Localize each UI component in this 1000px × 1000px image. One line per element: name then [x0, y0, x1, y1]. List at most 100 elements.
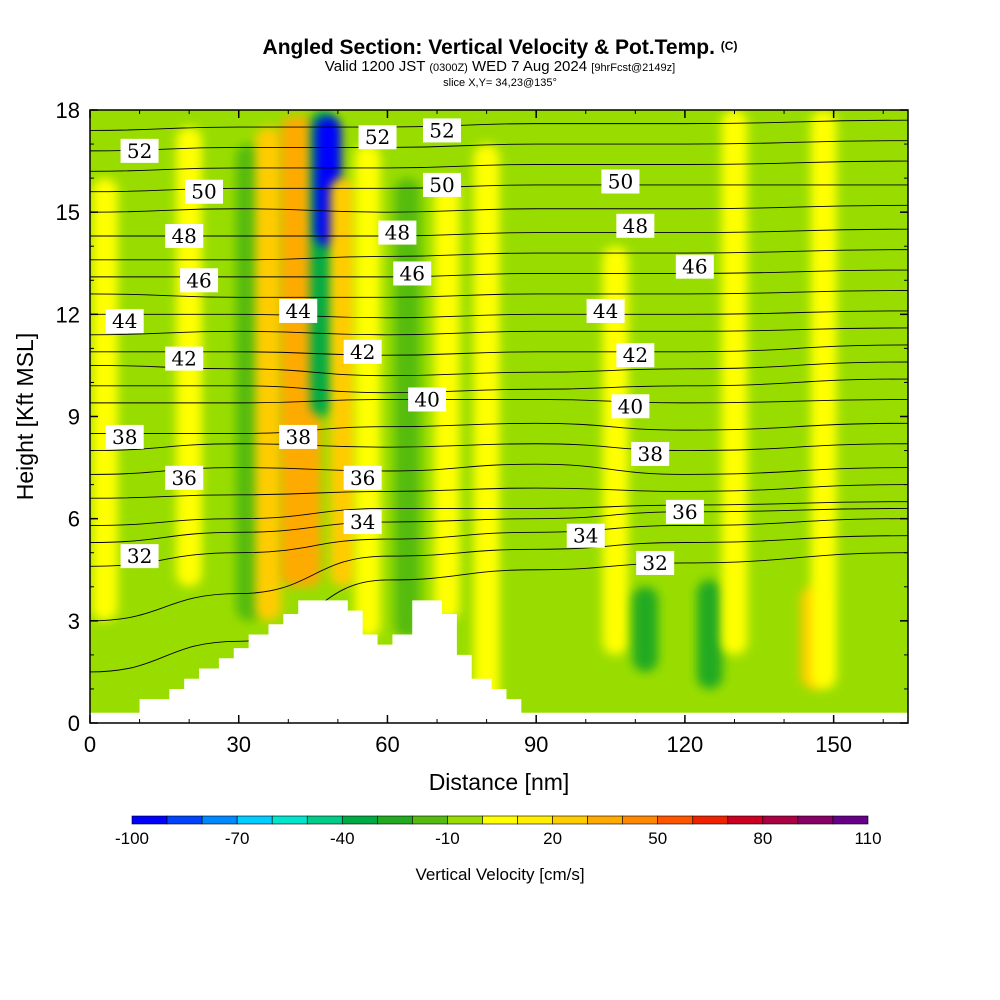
isentrope-label-box — [665, 499, 704, 524]
y-tick-label: 9 — [68, 405, 80, 430]
color-bar-segment — [412, 815, 448, 825]
color-bar-segment — [797, 815, 834, 825]
isentrope-line — [90, 327, 908, 336]
velocity-feature — [810, 110, 837, 689]
color-bar-segment — [447, 815, 483, 825]
isentrope-label: 42 — [343, 339, 382, 364]
isentrope-label-text: 42 — [350, 340, 375, 364]
isentrope-label-box — [631, 441, 670, 466]
y-tick-label: 6 — [68, 507, 80, 532]
isentrope-label-box — [165, 465, 204, 490]
y-tick-label: 15 — [56, 200, 80, 225]
color-bar-tick-label: -100 — [115, 829, 149, 848]
isentrope-label-box — [611, 394, 650, 419]
isentrope-label: 52 — [358, 125, 397, 150]
color-bar-tick-label: 80 — [753, 829, 772, 848]
color-bar-tick-label: -10 — [435, 829, 460, 848]
isentrope-label-text: 32 — [642, 551, 667, 575]
isentrope-label-box — [343, 510, 382, 535]
isentrope-label-box — [279, 298, 318, 323]
velocity-feature — [696, 579, 723, 689]
isentrope-label: 38 — [279, 424, 318, 449]
isentrope-label-text: 36 — [350, 466, 375, 490]
y-tick-label: 12 — [56, 302, 80, 327]
slice-info: slice X,Y= 34,23@135° — [443, 77, 557, 89]
isentrope-label: 44 — [586, 298, 625, 323]
isentrope-label-text: 34 — [350, 510, 375, 534]
isentrope-label-text: 42 — [623, 343, 648, 367]
isentrope-label: 48 — [616, 213, 655, 238]
chart-title-text: Angled Section: Vertical Velocity & Pot.… — [262, 36, 715, 59]
isentrope-label-text: 50 — [429, 173, 454, 197]
isentrope-label-text: 50 — [608, 170, 633, 194]
isentrope-label-text: 38 — [285, 425, 310, 449]
isentrope-label-text: 38 — [112, 425, 137, 449]
forecast-info: [9hrFcst@2149z] — [591, 62, 676, 74]
isentrope-label: 44 — [105, 309, 144, 334]
terrain-fill — [90, 600, 908, 723]
isentrope-label-box — [185, 179, 224, 204]
isentrope-label-text: 44 — [593, 299, 618, 323]
color-bar-segment — [622, 815, 659, 825]
isentrope-label: 36 — [343, 465, 382, 490]
valid-prefix: Valid 1200 JST — [324, 58, 426, 75]
isentrope-line — [90, 140, 908, 152]
isentrope-label-box — [675, 254, 714, 279]
isentrope-line — [90, 443, 908, 452]
isentrope-label-text: 48 — [623, 214, 648, 238]
isentrope-label-box — [165, 346, 204, 371]
isentrope-label-box — [105, 424, 144, 449]
isentrope-label: 32 — [636, 550, 675, 575]
color-bar-segment — [552, 815, 588, 825]
isentrope-label-text: 46 — [400, 261, 425, 285]
isentrope-line — [90, 269, 908, 278]
color-bar-segment — [832, 815, 869, 825]
isentrope-label: 34 — [566, 523, 605, 548]
isentrope-line — [90, 204, 908, 213]
isentrope-label: 42 — [616, 343, 655, 368]
isentrope-line — [90, 344, 908, 356]
velocity-feature — [394, 178, 421, 638]
isentrope-label-box — [636, 550, 675, 575]
isentrope-label: 42 — [165, 346, 204, 371]
isentrope-label-box — [343, 465, 382, 490]
isentrope-line — [90, 361, 908, 377]
y-tick-label: 3 — [68, 609, 80, 634]
isentrope-label-box — [586, 298, 625, 323]
velocity-feature — [721, 110, 748, 655]
color-bar-segment — [657, 815, 694, 825]
velocity-feature — [255, 127, 282, 621]
isentrope-label-text: 34 — [573, 524, 598, 548]
isentrope-label-text: 44 — [285, 299, 310, 323]
x-tick-label: 60 — [375, 732, 399, 757]
isentrope-label-text: 50 — [191, 180, 216, 204]
isentrope-line — [90, 290, 908, 298]
x-tick-label: 30 — [226, 732, 250, 757]
isentrope-label: 40 — [611, 394, 650, 419]
isentrope-line — [90, 310, 908, 319]
color-bar-segment — [587, 815, 623, 825]
isentrope-label-box — [120, 138, 159, 163]
color-bar-tick-label: 50 — [648, 829, 667, 848]
terrain-profile — [90, 600, 908, 723]
color-bar-segment — [341, 815, 378, 825]
isentrope-line — [90, 518, 908, 567]
isentrope-label-box — [408, 387, 447, 412]
isentrope-label-text: 46 — [682, 255, 707, 279]
isentrope-label: 50 — [601, 169, 640, 194]
valid-time: Valid 1200 JST (0300Z) WED 7 Aug 2024 [9… — [0, 59, 1000, 76]
velocity-feature — [210, 127, 237, 672]
color-bar-segment — [377, 815, 413, 825]
isentrope-label-text: 48 — [171, 224, 196, 248]
isentrope-label: 36 — [665, 499, 704, 524]
isentrope-label-text: 36 — [171, 466, 196, 490]
isentrope-label: 50 — [185, 179, 224, 204]
isentrope-label: 50 — [422, 172, 461, 197]
isentrope-label-box — [616, 213, 655, 238]
x-tick-label: 120 — [667, 732, 704, 757]
valid-date: WED 7 Aug 2024 — [472, 58, 588, 75]
isentrope-line — [90, 552, 908, 673]
isentrope-label-text: 48 — [385, 221, 410, 245]
